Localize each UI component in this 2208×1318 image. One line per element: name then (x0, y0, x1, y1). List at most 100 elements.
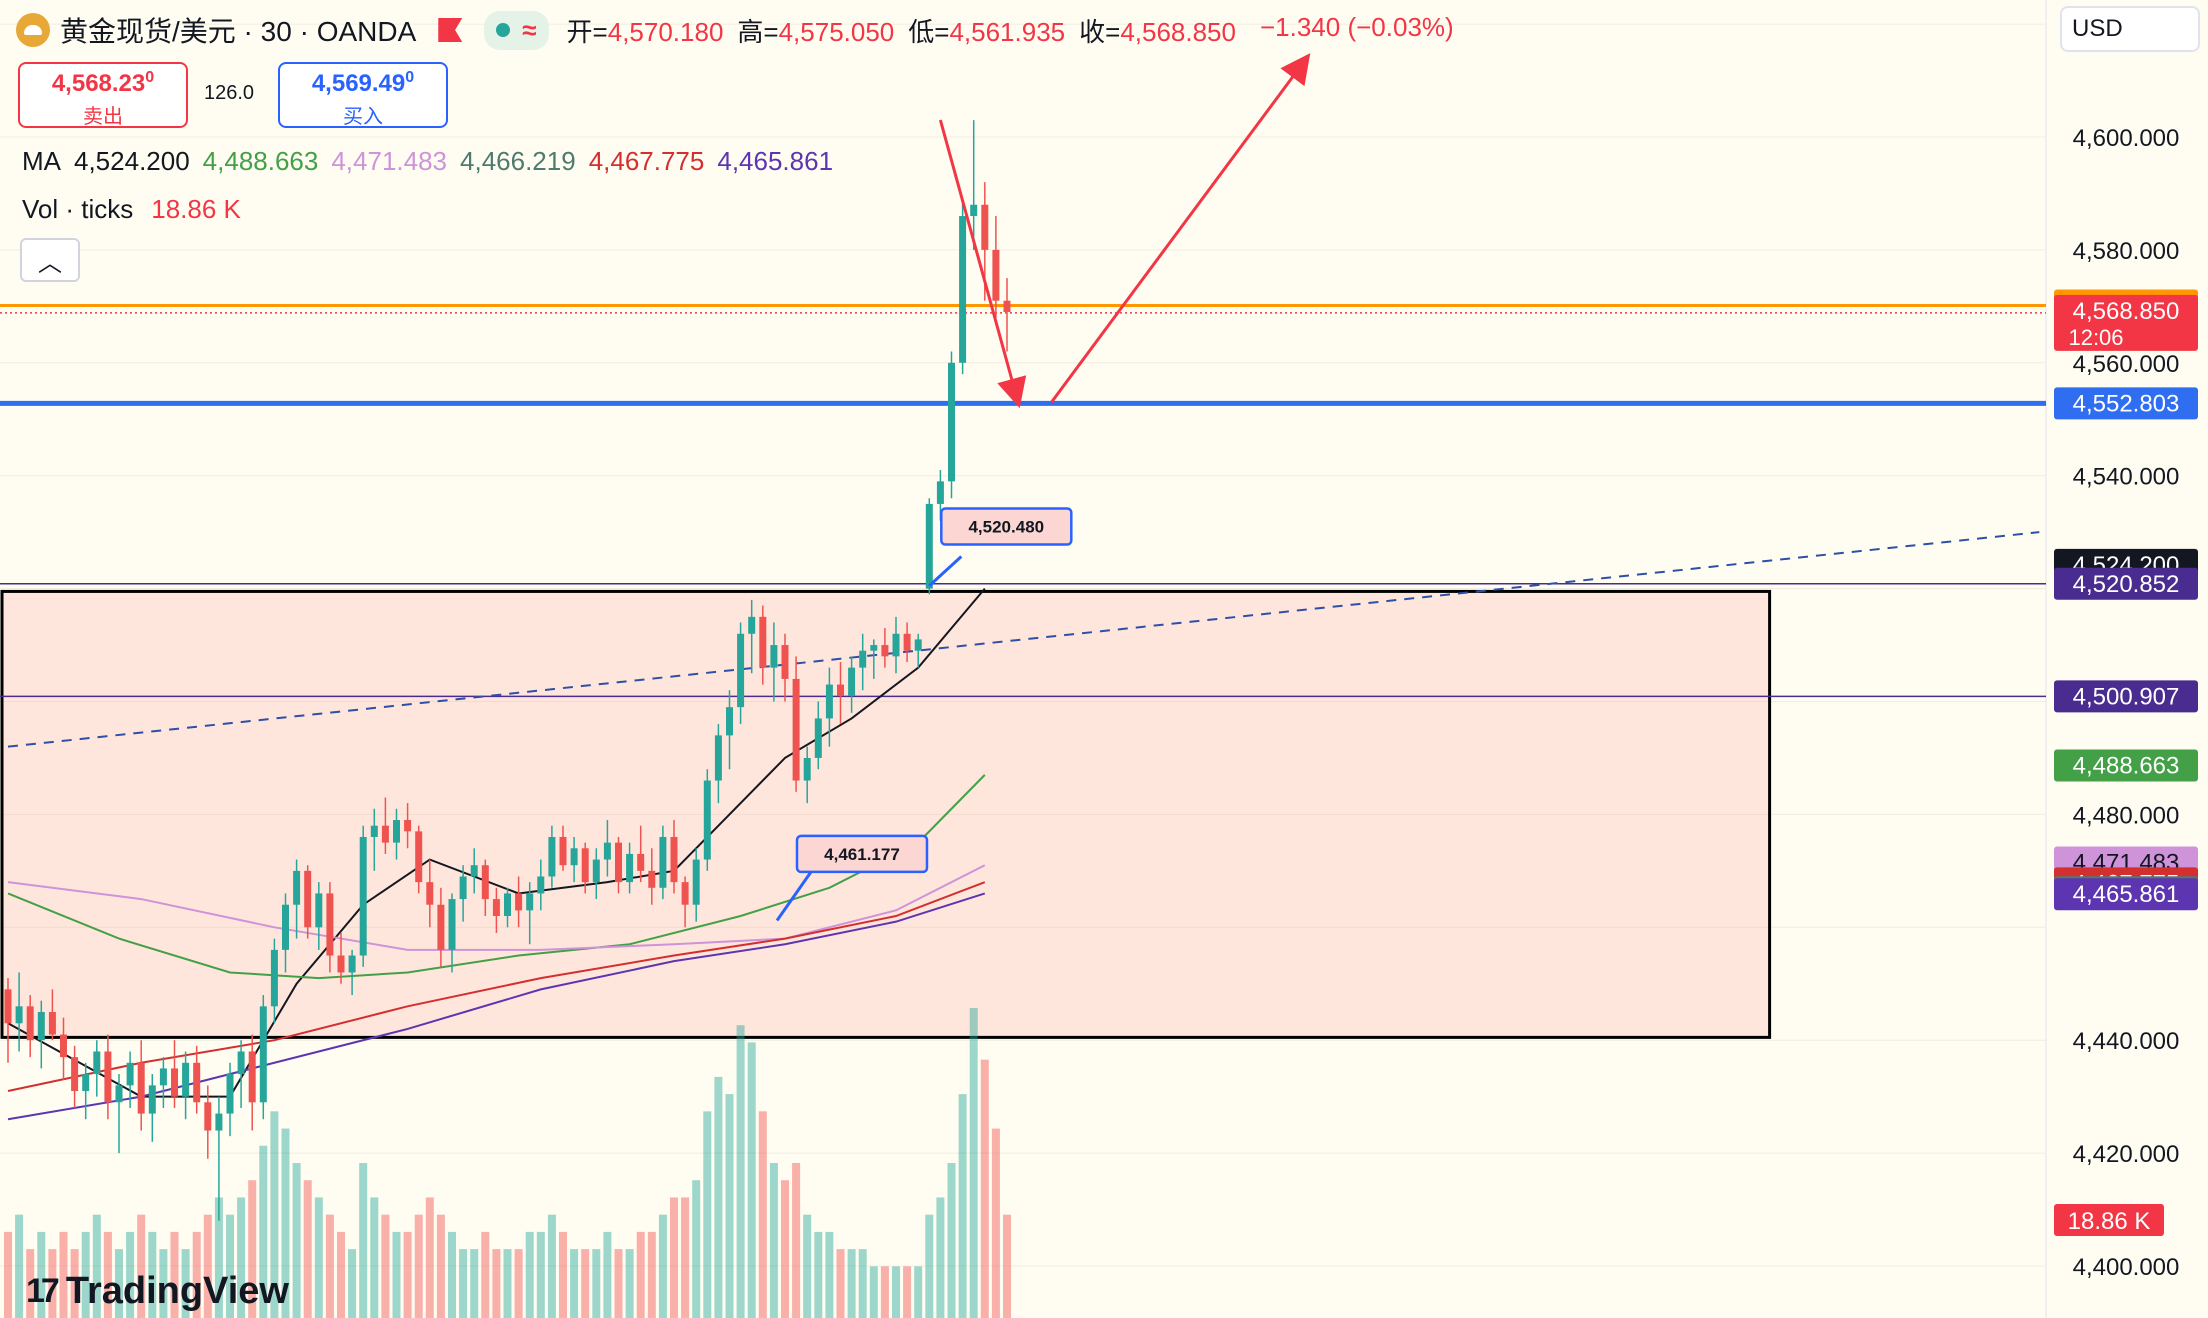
market-status-pill[interactable]: ≈ (484, 10, 549, 50)
candle-body (481, 865, 489, 900)
volume-bar (969, 1008, 978, 1318)
candle-body (992, 249, 1000, 301)
volume-bar (170, 1231, 179, 1318)
price-axis-label (2054, 749, 2198, 782)
volume-bar (259, 1145, 268, 1318)
buy-button[interactable]: 4,569.490 买入 (278, 62, 448, 128)
candle-body (692, 859, 700, 905)
volume-bar (459, 1249, 468, 1318)
volume-bar (403, 1231, 412, 1318)
candle-body (348, 955, 356, 973)
volume-value: 18.86 K (151, 194, 241, 224)
volume-bar (670, 1197, 678, 1318)
volume-bar (159, 1249, 168, 1318)
candle-body (892, 633, 900, 657)
high-label: 高= (737, 16, 779, 47)
volume-bar (303, 1180, 312, 1318)
candle-body (948, 362, 955, 482)
candle-body (282, 904, 289, 950)
volume-bar (292, 1163, 301, 1318)
candle-body (93, 1051, 101, 1075)
volume-bar (747, 1042, 756, 1318)
gold-symbol-icon (16, 13, 50, 47)
volume-bar (4, 1231, 12, 1318)
volume-label: Vol · ticks (22, 194, 134, 224)
currency-selector[interactable]: USD (2060, 6, 2200, 52)
price-axis-label (2054, 387, 2198, 420)
candle-body (159, 1068, 167, 1086)
ma-value-2: 4,488.663 (202, 146, 319, 176)
volume-bar (914, 1266, 923, 1318)
candle-body (626, 853, 634, 883)
close-value: 4,568.850 (1120, 16, 1236, 47)
ma-legend[interactable]: MA 4,524.200 4,488.663 4,471.483 4,466.2… (22, 146, 833, 177)
candle-body (814, 718, 822, 758)
volume-bar (59, 1231, 68, 1318)
volume-bar (758, 1111, 767, 1318)
price-axis-label-text: 4,465.861 (2073, 881, 2180, 908)
volume-bar (614, 1249, 623, 1318)
flag-icon[interactable] (438, 18, 463, 42)
candle-body (415, 831, 423, 883)
spread-value: 126.0 (204, 82, 255, 104)
volume-bar (436, 1214, 445, 1318)
volume-bar (481, 1231, 490, 1318)
candle-body (4, 989, 12, 1024)
volume-bar (503, 1249, 512, 1318)
sell-button[interactable]: 4,568.230 卖出 (18, 62, 188, 128)
open-label: 开= (566, 16, 608, 47)
candle-body (726, 707, 733, 736)
ma-value-1: 4,524.200 (74, 146, 190, 176)
candle-body (337, 955, 345, 973)
price-axis-label-text: 4,568.850 (2073, 298, 2180, 325)
candle-body (248, 1051, 256, 1103)
candle-body (504, 893, 511, 917)
y-tick-label: 4,480.000 (2073, 802, 2180, 829)
callout-pointer (775, 871, 813, 922)
candle-body (115, 1085, 123, 1103)
volume-bar (48, 1249, 57, 1318)
candle-body (970, 204, 978, 217)
candle-body (459, 876, 467, 900)
volume-bar (348, 1249, 357, 1318)
volume-bar (991, 1128, 1000, 1318)
candle-body (537, 876, 545, 894)
volume-bar (448, 1231, 456, 1318)
volume-bar (1003, 1214, 1011, 1318)
volume-bar (647, 1231, 656, 1318)
candle-body (304, 870, 312, 928)
candle-body (326, 893, 334, 956)
candle-body (637, 853, 645, 871)
collapse-legend-button[interactable]: ︿ (20, 238, 80, 282)
ma-value-3: 4,471.483 (331, 146, 448, 176)
candle-body (559, 836, 567, 866)
candle-body (703, 780, 711, 860)
volume-bar (547, 1214, 556, 1318)
low-label: 低= (908, 16, 950, 47)
candle-body (903, 633, 911, 651)
y-tick-label: 4,580.000 (2073, 238, 2180, 265)
high-value: 4,575.050 (778, 16, 895, 47)
volume-bar (26, 1249, 35, 1318)
volume-bar (81, 1231, 90, 1318)
countdown-label: 12:06 (2068, 325, 2123, 350)
candle-body (426, 882, 434, 905)
candle-body (293, 870, 301, 905)
candle-body (259, 1006, 267, 1103)
candle-body (914, 639, 922, 651)
volume-bar (15, 1214, 24, 1318)
tradingview-logo: 17 TradingView (26, 1270, 289, 1313)
candle-body (60, 1034, 67, 1058)
candle-body (770, 645, 778, 668)
candle-body (803, 757, 811, 781)
candle-body (226, 1074, 234, 1114)
volume-bar (725, 1094, 734, 1318)
volume-legend[interactable]: Vol · ticks 18.86 K (22, 194, 241, 225)
volume-bar (903, 1266, 912, 1318)
volume-bar (936, 1197, 945, 1318)
symbol-title[interactable]: 黄金现货/美元 · 30 · OANDA (60, 16, 417, 47)
volume-bar (570, 1249, 579, 1318)
candle-body (925, 503, 933, 589)
candle-body (270, 949, 278, 1007)
